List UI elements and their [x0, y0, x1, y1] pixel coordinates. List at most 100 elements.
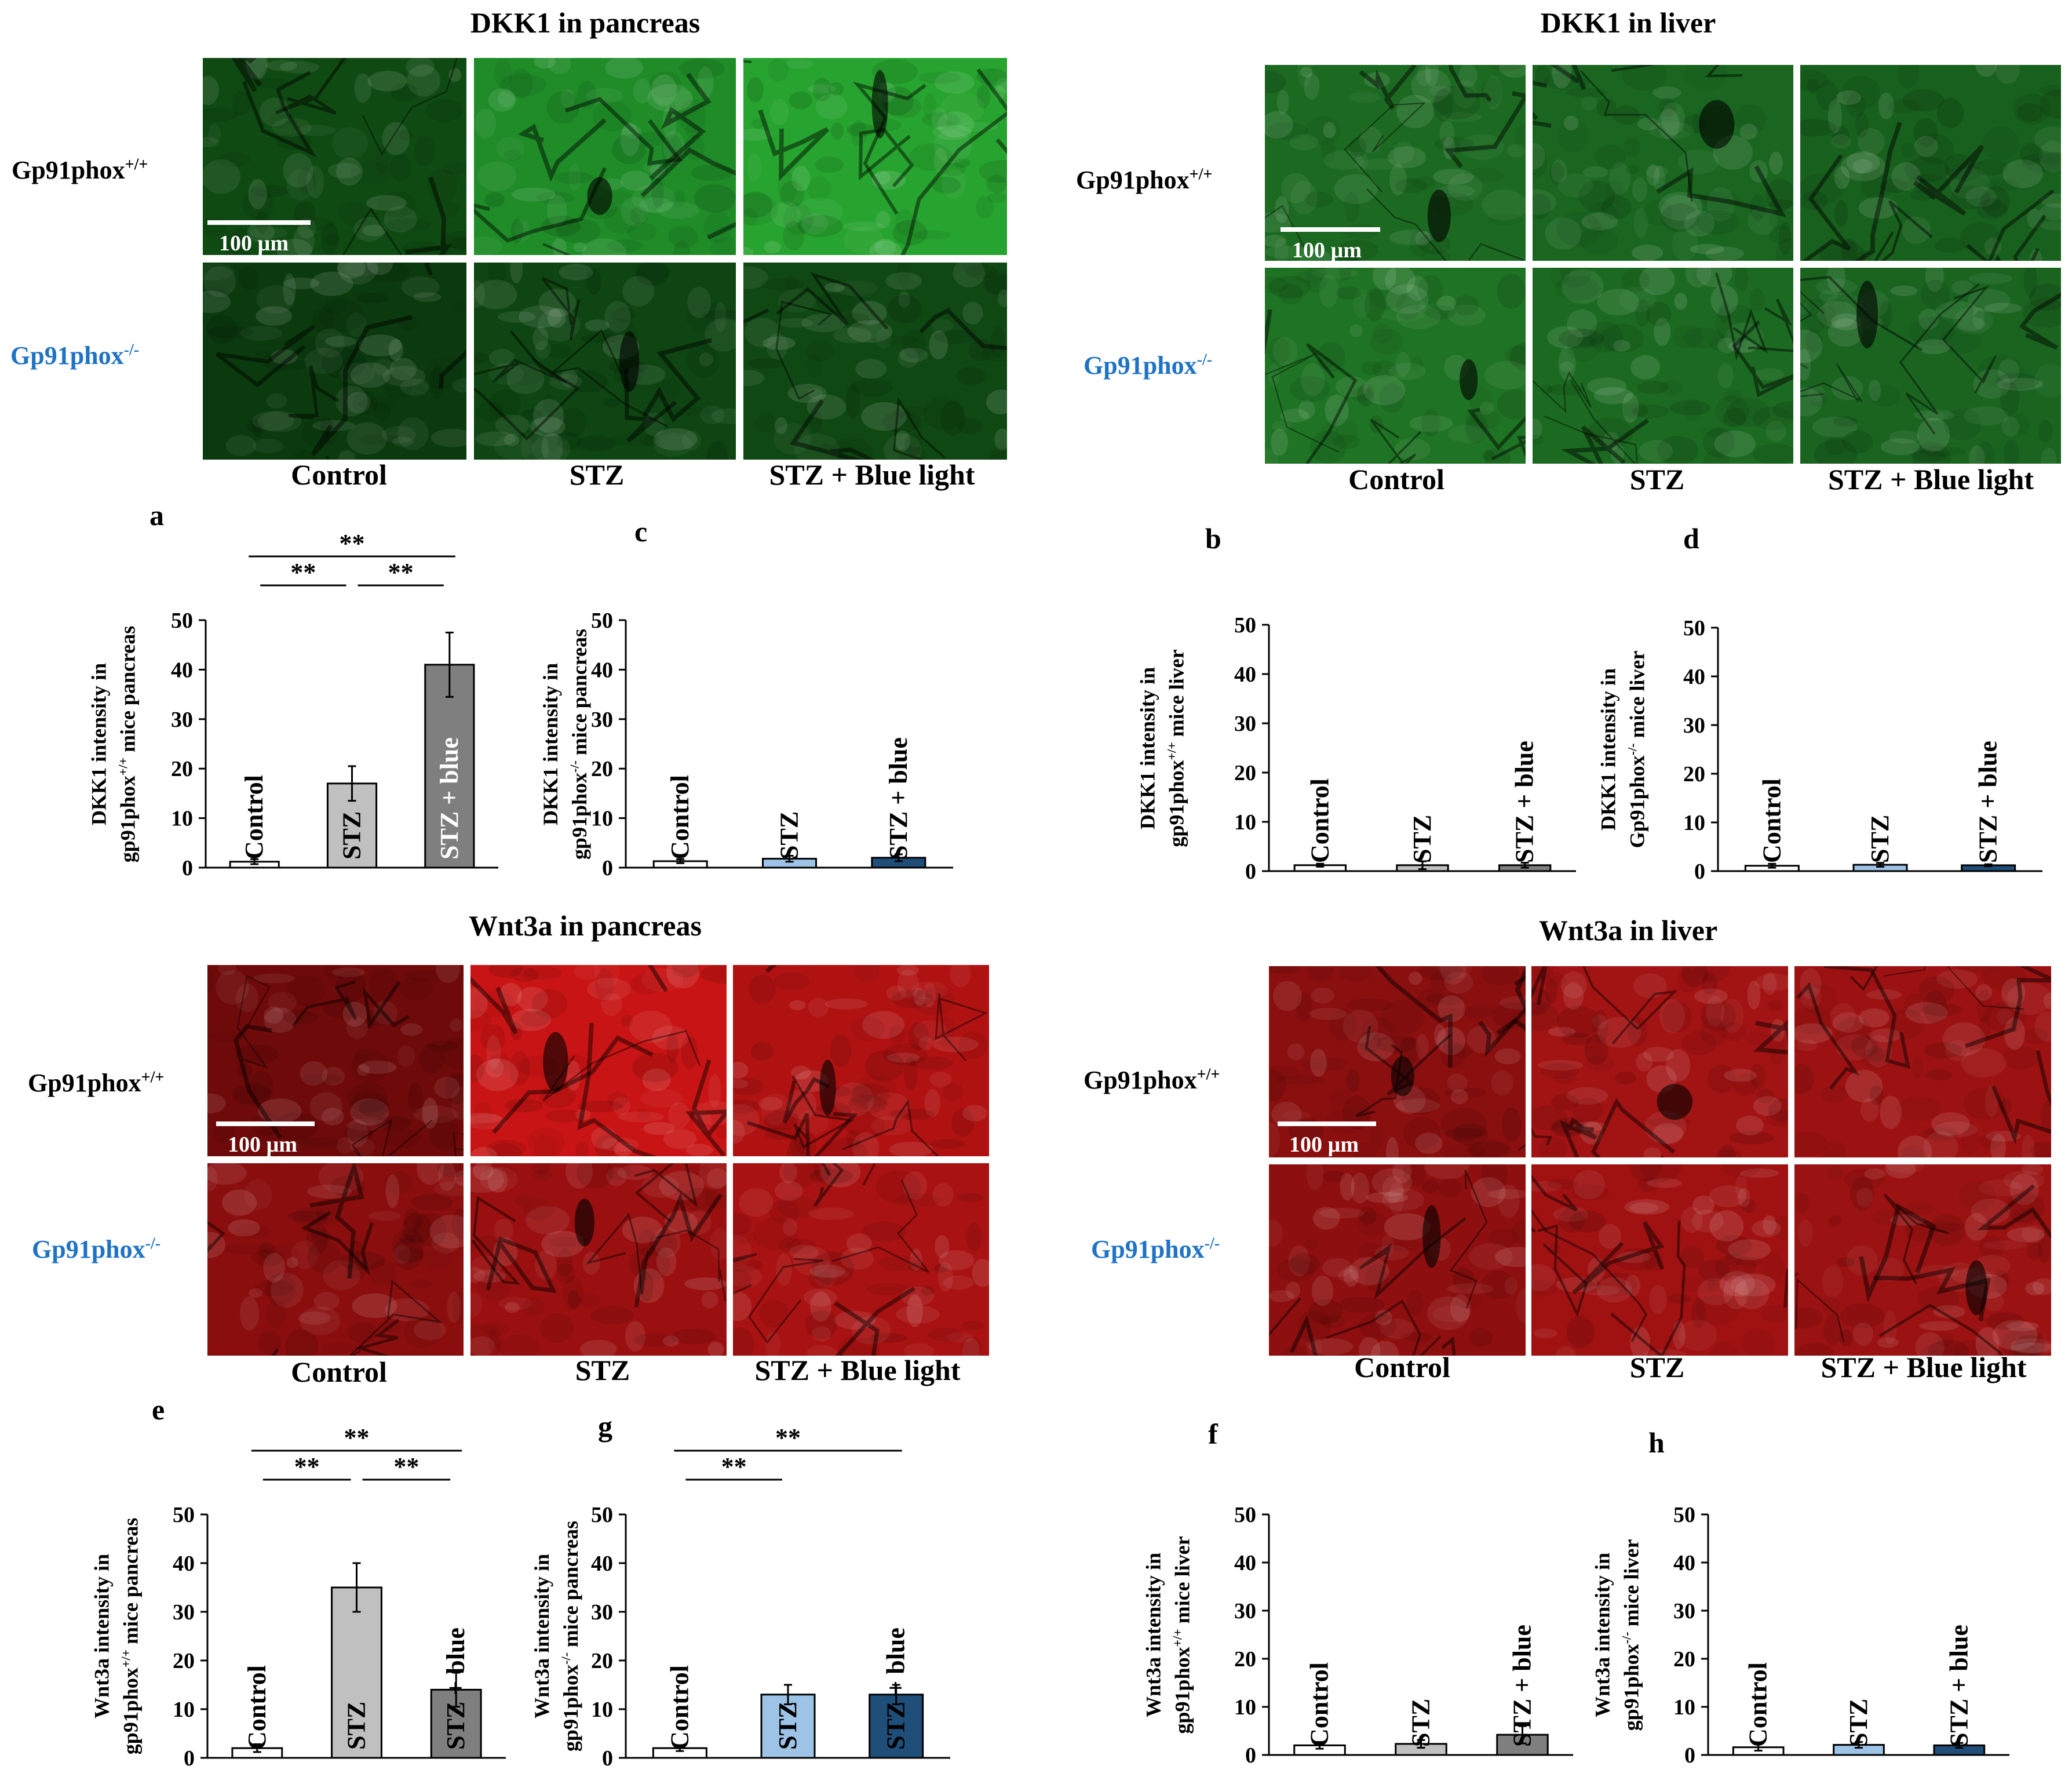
y-tick-label: 50 — [171, 609, 193, 633]
col-label-stz-blue: STZ + Blue light — [1821, 1351, 2027, 1383]
y-tick-label: 10 — [1673, 1695, 1695, 1720]
error-bar — [1417, 1739, 1425, 1749]
significance-label: ** — [340, 529, 365, 558]
y-tick-label: 20 — [1673, 1647, 1695, 1672]
error-bar — [784, 1684, 792, 1706]
bar — [331, 1586, 382, 1759]
y-tick-label: 50 — [1234, 613, 1256, 638]
error-bar — [250, 858, 259, 865]
y-tick-label: 30 — [591, 708, 613, 732]
y-axis-label: Wnt3a intensity in gp91phox-/- mice pancr… — [530, 1520, 583, 1752]
error-bar — [676, 1744, 684, 1752]
error-bar — [1855, 1741, 1863, 1749]
y-tick-label: 20 — [591, 1649, 613, 1673]
micrograph-tile — [1531, 966, 1788, 1157]
y-tick-label: 30 — [591, 1600, 613, 1625]
bar — [762, 858, 817, 869]
y-tick-label: 0 — [1245, 860, 1256, 884]
col-label-control: Control — [291, 458, 387, 491]
error-bar — [1876, 862, 1884, 868]
category-label: Control — [1757, 778, 1786, 863]
col-label-stz-blue: STZ + Blue light — [769, 458, 975, 491]
y-tick-label: 0 — [184, 1746, 195, 1771]
category-label: Control — [665, 1665, 694, 1750]
bar — [231, 1747, 283, 1759]
bar — [424, 664, 475, 869]
y-tick-label: 30 — [1234, 1599, 1256, 1623]
significance-bracket: ** — [362, 1452, 451, 1481]
y-tick-label: 40 — [1234, 1551, 1256, 1575]
y-axis-label: Wnt3a intensity in gp91phox+/+ mice pancr… — [89, 1517, 142, 1755]
error-bar — [445, 631, 454, 698]
col-label-stz: STZ — [575, 1354, 630, 1386]
bar — [1293, 864, 1347, 872]
col-label-control: Control — [291, 1356, 387, 1388]
y-tick-label: 40 — [1683, 665, 1705, 689]
bar — [430, 1688, 482, 1759]
bar — [869, 1694, 924, 1759]
error-bar — [676, 858, 685, 864]
col-label-stz: STZ — [1629, 463, 1685, 496]
bar — [1744, 865, 1800, 872]
micrograph-tile — [1269, 1164, 1526, 1356]
category-label: Control — [1305, 1662, 1334, 1747]
category-label: STZ + blue — [1508, 1625, 1537, 1747]
y-tick-label: 20 — [1234, 1647, 1256, 1672]
error-bar — [352, 1562, 361, 1613]
y-axis-label: DKK1 intensity in gp91phox-/- mice pancre… — [539, 628, 592, 860]
micrograph-tile — [733, 1163, 989, 1356]
error-bar — [1518, 1725, 1527, 1745]
category-label: STZ — [774, 1702, 802, 1750]
category-label: STZ — [1407, 1699, 1435, 1747]
error-bar — [785, 855, 794, 863]
micrograph-tile — [1265, 268, 1526, 464]
y-axis-label: DKK1 intensity in gp91phox+/+ mice pancre… — [86, 625, 139, 862]
y-tick-label: 40 — [171, 658, 193, 682]
category-label: Control — [240, 775, 268, 860]
y-tick-label: 30 — [1673, 1599, 1695, 1623]
micrograph-tile — [743, 263, 1007, 460]
significance-bracket: ** — [260, 558, 346, 587]
y-tick-label: 10 — [1683, 811, 1705, 835]
significance-label: ** — [393, 1452, 419, 1481]
y-tick-label: 50 — [1234, 1503, 1256, 1527]
bar — [1293, 1744, 1346, 1756]
y-tick-label: 20 — [173, 1649, 195, 1673]
row-label-wt: Gp91phox+/+ — [28, 1068, 165, 1097]
significance-label: ** — [290, 558, 316, 587]
category-label: STZ — [1408, 815, 1436, 863]
error-bar — [348, 765, 356, 802]
panel-letter-b: b — [1205, 522, 1221, 555]
bar — [1395, 1743, 1447, 1756]
y-tick-label: 10 — [171, 807, 193, 831]
y-tick-label: 0 — [602, 856, 613, 880]
col-label-stz: STZ — [569, 458, 625, 491]
y-axis-label: Wnt3a intensity in gp91phox+/+ mice liver — [1141, 1535, 1194, 1734]
y-tick-label: 10 — [173, 1698, 195, 1722]
bar — [1833, 1744, 1885, 1756]
micrograph-tile — [1800, 268, 2061, 464]
y-tick-label: 40 — [591, 658, 613, 682]
category-label: STZ + blue — [1511, 741, 1539, 863]
wnt3a-pancreas-title: Wnt3a in pancreas — [469, 909, 702, 942]
y-tick-label: 50 — [1673, 1503, 1695, 1527]
y-tick-label: 30 — [173, 1600, 195, 1625]
micrograph-tile — [470, 965, 727, 1156]
col-label-control: Control — [1348, 463, 1444, 496]
panel-letter-c: c — [634, 515, 648, 548]
y-tick-label: 50 — [173, 1503, 195, 1527]
y-tick-label: 20 — [1683, 762, 1705, 786]
significance-label: ** — [721, 1452, 747, 1481]
panel-letter-g: g — [598, 1410, 612, 1443]
significance-label: ** — [294, 1452, 320, 1481]
y-axis-label: DKK1 intensity in gp91phox+/+ mice liver — [1136, 649, 1188, 847]
significance-bracket: ** — [674, 1423, 902, 1452]
error-bar — [1418, 860, 1427, 871]
bar — [1852, 864, 1908, 872]
row-label-wt: Gp91phox+/+ — [1076, 165, 1213, 194]
col-label-stz-blue: STZ + Blue light — [1828, 463, 2034, 496]
bar — [871, 857, 926, 869]
category-label: STZ + blue — [435, 737, 464, 860]
micrograph-tile — [1794, 1164, 2051, 1356]
panel-letter-h: h — [1648, 1426, 1665, 1459]
